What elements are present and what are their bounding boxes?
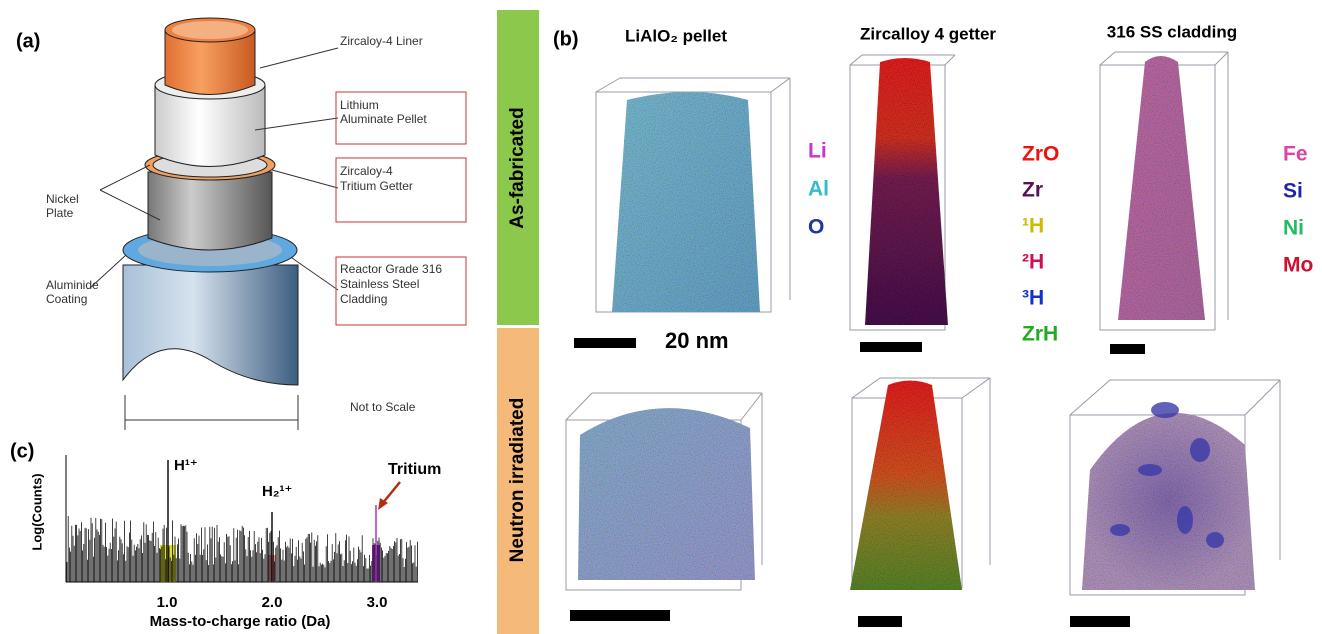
noise <box>67 516 417 582</box>
column-title: Zircalloy 4 getter <box>860 24 996 43</box>
legend-entry: ZrO <box>1022 143 1059 166</box>
atom-map <box>578 408 755 580</box>
legend-entry: Al <box>808 178 829 201</box>
panel-label: (a) <box>16 30 40 52</box>
peak-label: H¹⁺ <box>174 457 198 474</box>
legend-entry: Zr <box>1022 179 1043 202</box>
spectrum <box>66 455 418 582</box>
page: (a) Zircaloy-4 Liner Lithium Aluminate P… <box>0 0 1322 634</box>
callout-text: Zircaloy-4 Tritium Getter <box>340 164 430 194</box>
x-label: Mass-to-charge ratio (Da) <box>150 613 331 630</box>
atom-map <box>1118 56 1205 320</box>
atom-map <box>850 381 962 591</box>
figure: (a) Zircaloy-4 Liner Lithium Aluminate P… <box>0 0 1322 634</box>
y-label: Log(Counts) <box>29 473 44 550</box>
legend-entry: Ni <box>1283 217 1304 240</box>
atom-map <box>612 92 760 312</box>
row-label: Neutron irradiated <box>507 398 528 563</box>
x-tick-label: 2.0 <box>262 594 283 611</box>
column-title: LiAlO₂ pellet <box>625 26 727 45</box>
legend-entry: ²H <box>1022 251 1044 274</box>
panel-label: (c) <box>10 440 34 462</box>
arrow <box>382 482 400 504</box>
legend-entry: ³H <box>1022 287 1044 310</box>
legend-entry: O <box>808 216 824 239</box>
fuel-rod-diagram <box>90 18 466 430</box>
column-title: 316 SS cladding <box>1107 22 1237 41</box>
callout: Aluminide Coating <box>46 278 126 314</box>
atom-map <box>1082 413 1255 590</box>
panel-label: (b) <box>553 28 579 50</box>
row-label: As-fabricated <box>507 107 528 228</box>
note: Not to Scale <box>350 400 416 414</box>
x-tick-label: 3.0 <box>367 594 388 611</box>
legend-entry: Fe <box>1283 143 1308 166</box>
legend-entry: Si <box>1283 180 1303 203</box>
legend-entry: ZrH <box>1022 323 1058 346</box>
legend-entry: ¹H <box>1022 215 1044 238</box>
callout: Nickel Plate <box>46 192 106 228</box>
callout: Lithium Aluminate Pellet <box>340 98 430 142</box>
callout-text: Nickel Plate <box>46 192 106 220</box>
callout-text: Aluminide Coating <box>46 278 126 306</box>
scale-label: 20 nm <box>665 328 729 353</box>
legend-entry: Mo <box>1283 254 1313 277</box>
callout-text: Lithium Aluminate Pellet <box>340 98 430 126</box>
legend-entry: Li <box>808 140 827 163</box>
callout: Zircaloy-4 Tritium Getter <box>340 164 430 220</box>
x-tick-label: 1.0 <box>157 594 178 611</box>
atom-map <box>865 58 948 325</box>
callout: Zircaloy-4 Liner <box>340 34 460 74</box>
peak-label: H₂¹⁺ <box>262 483 292 500</box>
peak-label: Tritium <box>388 461 441 478</box>
callout-text: Reactor Grade 316 Stainless Steel Claddi… <box>340 262 465 307</box>
callout: Reactor Grade 316 Stainless Steel Claddi… <box>340 262 465 322</box>
callout-text: Zircaloy-4 Liner <box>340 34 460 48</box>
